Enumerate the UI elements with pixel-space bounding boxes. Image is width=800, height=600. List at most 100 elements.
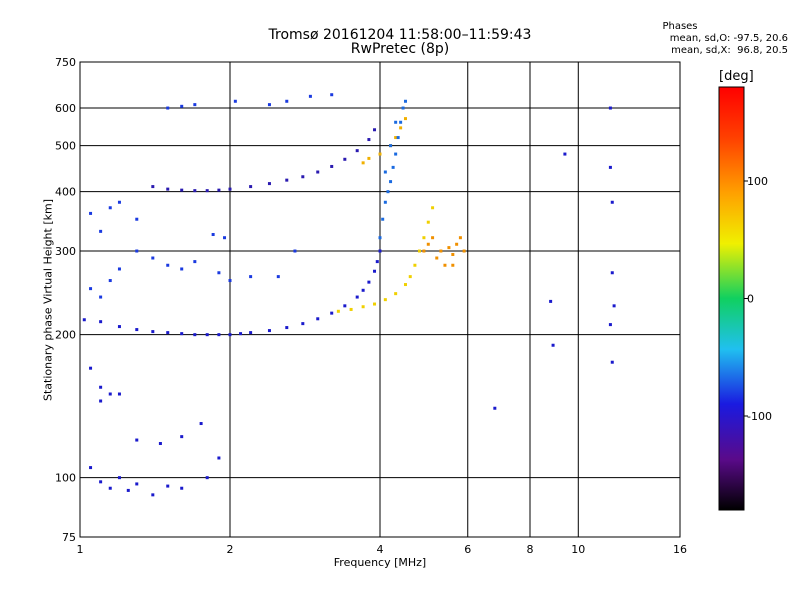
echo-point [394, 120, 398, 124]
echo-point [451, 252, 455, 256]
echo-point [158, 442, 162, 446]
echo-point [193, 103, 197, 107]
y-tick-label: 600 [55, 102, 76, 115]
colorbar [718, 86, 745, 511]
echo-point [373, 269, 377, 273]
echo-point [99, 295, 103, 299]
echo-point [610, 271, 614, 275]
x-tick-label: 6 [464, 543, 471, 556]
y-tick-label: 750 [55, 56, 76, 69]
echo-point [336, 309, 340, 313]
echo-point [239, 332, 243, 336]
echo-point [389, 180, 393, 184]
chart-subtitle: RwPretec (8p) [350, 41, 450, 57]
echo-point [355, 149, 359, 153]
echo-point [166, 187, 170, 191]
phase-stats-header: Phases [662, 21, 698, 32]
echo-point [413, 263, 417, 267]
echo-point [166, 263, 170, 267]
echo-point [249, 331, 253, 335]
x-tick-label: 4 [377, 543, 384, 556]
echo-point [228, 333, 232, 337]
echo-point [375, 260, 379, 264]
echo-point [82, 318, 86, 322]
echo-point [431, 206, 435, 210]
echo-point [135, 328, 139, 332]
echo-point [301, 175, 305, 179]
echo-point [267, 329, 271, 333]
echo-point [455, 242, 459, 246]
y-tick-label: 500 [55, 140, 76, 153]
echo-point [276, 275, 280, 279]
echo-point [612, 304, 616, 308]
echo-point [462, 249, 466, 253]
echo-point [389, 144, 393, 148]
axis-ticks: 1 2 4 6 8 10 16 75 100 200 300 400 500 600 750 [55, 56, 687, 556]
echo-point [117, 267, 121, 271]
y-tick-label: 100 [55, 472, 76, 485]
echo-point [166, 331, 170, 335]
echo-point [447, 246, 451, 250]
colorbar-unit-label: [deg] [719, 69, 754, 84]
y-tick-label: 200 [55, 329, 76, 342]
echo-point [493, 406, 497, 410]
echo-point [403, 117, 407, 121]
echo-point [383, 200, 387, 204]
x-tick-label: 1 [77, 543, 84, 556]
echo-point [408, 275, 412, 279]
echo-point [285, 178, 289, 182]
echo-point [551, 343, 555, 347]
echo-point [223, 236, 227, 240]
x-tick-label: 8 [527, 543, 534, 556]
echo-point [117, 392, 121, 396]
echo-point [217, 456, 221, 460]
echo-point [151, 256, 155, 260]
echo-points [82, 93, 616, 497]
echo-point [443, 263, 447, 267]
echo-point [394, 136, 398, 140]
echo-point [89, 211, 93, 215]
echo-point [205, 189, 209, 193]
echo-point [89, 287, 93, 291]
echo-point [228, 187, 232, 191]
echo-point [126, 488, 130, 492]
echo-point [108, 392, 112, 396]
plot-frame [79, 61, 681, 538]
echo-point [99, 385, 103, 389]
echo-point [199, 422, 203, 426]
echo-point [151, 330, 155, 334]
echo-point [343, 304, 347, 308]
echo-point [403, 283, 407, 287]
echo-point [316, 317, 320, 321]
echo-point [378, 152, 382, 156]
echo-point [608, 106, 612, 110]
echo-point [367, 138, 371, 142]
echo-point [608, 323, 612, 327]
echo-point [426, 220, 430, 224]
echo-point [108, 486, 112, 490]
echo-point [383, 298, 387, 302]
echo-point [458, 236, 462, 240]
echo-point [285, 99, 289, 103]
echo-point [549, 299, 553, 303]
echo-point [180, 104, 184, 108]
echo-point [426, 242, 430, 246]
x-tick-label: 16 [673, 543, 687, 556]
echo-point [422, 249, 426, 253]
echo-point [217, 333, 221, 337]
echo-point [99, 480, 103, 484]
echo-point [135, 217, 139, 221]
echo-point [367, 280, 371, 284]
echo-point [99, 229, 103, 233]
colorbar-tick-label: -100 [747, 410, 772, 423]
echo-point [399, 126, 403, 130]
echo-point [89, 466, 93, 470]
echo-point [99, 320, 103, 324]
echo-point [330, 164, 334, 168]
echo-point [396, 136, 400, 140]
chart-title: Tromsø 20161204 11:58:00–11:59:43 [268, 27, 532, 43]
echo-point [117, 325, 121, 329]
x-axis-label: Frequency [MHz] [333, 556, 427, 569]
echo-point [193, 333, 197, 337]
echo-point [217, 271, 221, 275]
